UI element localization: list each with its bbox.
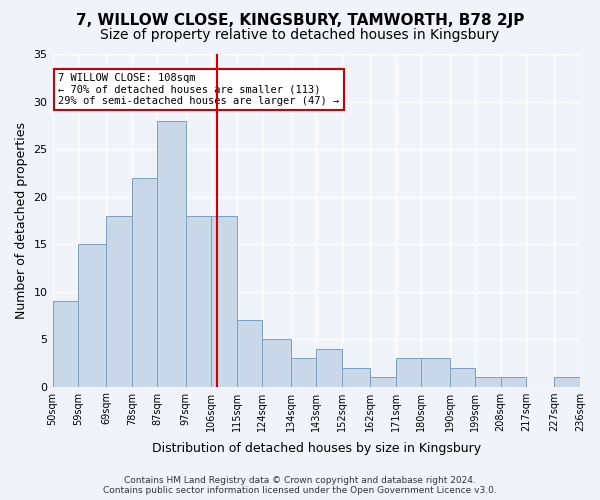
Text: Contains HM Land Registry data © Crown copyright and database right 2024.
Contai: Contains HM Land Registry data © Crown c… [103, 476, 497, 495]
Bar [316, 348, 342, 387]
Bar [132, 178, 157, 386]
Bar [342, 368, 370, 386]
Bar [370, 377, 395, 386]
Bar [53, 301, 78, 386]
Bar [186, 216, 211, 386]
Y-axis label: Number of detached properties: Number of detached properties [15, 122, 28, 319]
X-axis label: Distribution of detached houses by size in Kingsbury: Distribution of detached houses by size … [152, 442, 481, 455]
Text: 7 WILLOW CLOSE: 108sqm
← 70% of detached houses are smaller (113)
29% of semi-de: 7 WILLOW CLOSE: 108sqm ← 70% of detached… [58, 73, 340, 106]
Bar [157, 120, 186, 386]
Bar [449, 368, 475, 386]
Bar [237, 320, 262, 386]
Bar [78, 244, 106, 386]
Text: Size of property relative to detached houses in Kingsbury: Size of property relative to detached ho… [100, 28, 500, 42]
Bar [395, 358, 421, 386]
Bar [475, 377, 500, 386]
Bar [106, 216, 132, 386]
Bar [554, 377, 580, 386]
Bar [421, 358, 449, 386]
Bar [291, 358, 316, 386]
Bar [262, 339, 291, 386]
Bar [211, 216, 237, 386]
Text: 7, WILLOW CLOSE, KINGSBURY, TAMWORTH, B78 2JP: 7, WILLOW CLOSE, KINGSBURY, TAMWORTH, B7… [76, 12, 524, 28]
Bar [500, 377, 526, 386]
